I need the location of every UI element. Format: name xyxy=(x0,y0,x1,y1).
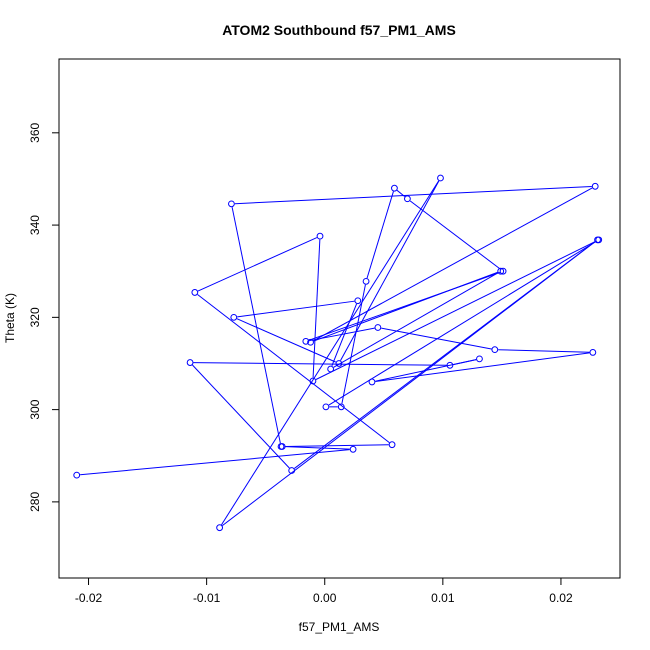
series-line-segment xyxy=(331,303,358,367)
data-point xyxy=(335,360,343,367)
data-point xyxy=(374,324,382,331)
x-tick-label: -0.02 xyxy=(75,591,103,605)
series-line-segment xyxy=(193,362,447,366)
data-point xyxy=(302,337,310,345)
y-tick-label: 300 xyxy=(28,399,42,419)
series-line-segment xyxy=(341,284,366,404)
series-layer xyxy=(73,174,603,532)
data-point xyxy=(216,524,224,532)
data-point xyxy=(446,361,454,369)
data-point xyxy=(591,182,599,190)
data-point xyxy=(349,445,357,453)
x-tick-label: -0.01 xyxy=(193,591,221,605)
series-line-segment xyxy=(312,239,321,378)
x-tick-label: 0.01 xyxy=(431,591,455,605)
data-point xyxy=(322,403,330,411)
series-line-segment xyxy=(313,271,498,342)
series-line-segment xyxy=(315,240,596,380)
series-line-segment xyxy=(236,318,337,363)
data-point xyxy=(73,471,81,479)
y-tick-label: 320 xyxy=(28,307,42,327)
data-point xyxy=(327,365,335,373)
series-line-segment xyxy=(237,300,355,318)
series-line-segment xyxy=(381,327,492,350)
data-point xyxy=(337,403,345,411)
series-line-segment xyxy=(80,449,350,476)
data-point xyxy=(404,195,411,203)
series-line-segment xyxy=(285,444,389,447)
series-line-segment xyxy=(453,359,477,366)
y-axis-label: Theta (K) xyxy=(3,293,17,343)
data-point xyxy=(186,359,194,366)
data-point xyxy=(277,443,285,450)
data-point xyxy=(228,200,235,208)
data-point xyxy=(362,277,370,285)
series-line-segment xyxy=(366,191,394,279)
data-point xyxy=(354,297,362,305)
x-tick-label: 0.02 xyxy=(549,591,573,605)
data-point xyxy=(491,346,499,354)
y-axis: 280 300 320 340 360 xyxy=(28,122,60,512)
data-point xyxy=(589,349,597,356)
data-point xyxy=(368,378,376,386)
series-line-segment xyxy=(234,185,592,205)
data-point xyxy=(316,232,324,240)
x-axis-label: f57_PM1_AMS xyxy=(299,620,380,634)
series-line-segment xyxy=(498,349,590,353)
data-point xyxy=(594,236,601,244)
series-line-segment xyxy=(285,446,350,450)
series-line-segment xyxy=(340,180,440,361)
series-line-segment xyxy=(221,180,440,526)
data-point xyxy=(437,174,444,182)
data-point xyxy=(497,267,505,275)
data-point xyxy=(388,441,396,449)
series-line-segment xyxy=(192,364,290,469)
series-line-segment xyxy=(222,241,596,527)
series-line-segment xyxy=(197,294,390,443)
series-line-segment xyxy=(231,207,281,444)
data-point xyxy=(307,338,314,346)
data-point xyxy=(391,184,398,192)
data-point xyxy=(476,355,483,363)
x-axis: -0.02 -0.01 0.00 0.01 0.02 xyxy=(75,577,573,605)
data-point xyxy=(191,289,199,296)
series-line-segment xyxy=(328,241,597,406)
y-tick-label: 360 xyxy=(28,122,42,142)
chart-title: ATOM2 Southbound f57_PM1_AMS xyxy=(222,22,456,38)
data-point xyxy=(288,467,296,474)
series-line-segment xyxy=(375,352,590,382)
data-point xyxy=(499,267,507,275)
series-line-segment xyxy=(333,272,499,368)
y-tick-label: 340 xyxy=(28,215,42,235)
x-tick-label: 0.00 xyxy=(313,591,337,605)
series-line-segment xyxy=(313,187,593,342)
series-line-segment xyxy=(409,200,501,270)
data-point xyxy=(230,313,238,321)
y-tick-label: 280 xyxy=(28,492,42,512)
data-point xyxy=(309,377,317,385)
series-line-segment xyxy=(197,237,318,292)
